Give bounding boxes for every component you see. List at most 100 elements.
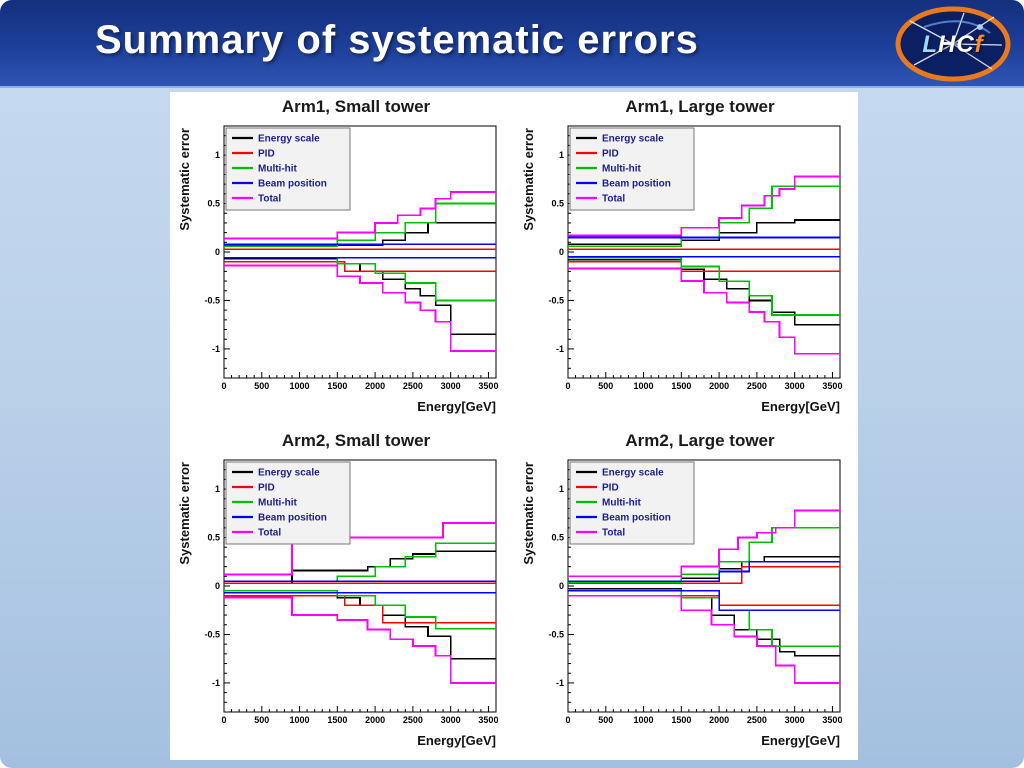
svg-text:2000: 2000: [709, 381, 729, 391]
svg-text:3000: 3000: [785, 381, 805, 391]
svg-text:2500: 2500: [403, 381, 423, 391]
svg-text:0: 0: [559, 247, 564, 257]
svg-text:0.5: 0.5: [551, 533, 564, 543]
chart-arm2-small-tower: Arm2, Small tower 0 500 1000 1500 2000 2500 30…: [170, 428, 514, 760]
svg-text:Energy[GeV]: Energy[GeV]: [417, 399, 496, 414]
svg-text:-1: -1: [556, 344, 564, 354]
svg-text:PID: PID: [602, 149, 619, 160]
svg-text:Total: Total: [602, 528, 625, 539]
svg-text:Energy[GeV]: Energy[GeV]: [761, 733, 840, 748]
svg-text:Systematic error: Systematic error: [521, 128, 536, 231]
svg-text:1000: 1000: [634, 381, 654, 391]
svg-text:3500: 3500: [478, 381, 498, 391]
svg-text:Beam position: Beam position: [258, 513, 327, 524]
svg-text:1000: 1000: [290, 715, 310, 725]
svg-text:2500: 2500: [747, 381, 767, 391]
svg-text:3000: 3000: [785, 715, 805, 725]
svg-text:0: 0: [221, 381, 226, 391]
svg-text:1: 1: [559, 150, 564, 160]
svg-text:1500: 1500: [671, 715, 691, 725]
svg-text:-0.5: -0.5: [548, 629, 564, 639]
svg-text:1: 1: [215, 484, 220, 494]
svg-text:-0.5: -0.5: [548, 295, 564, 305]
svg-text:Systematic error: Systematic error: [177, 462, 192, 565]
svg-text:3500: 3500: [478, 715, 498, 725]
svg-text:2000: 2000: [709, 715, 729, 725]
content-panel: Arm1, Small tower 0 500 1000 1500 2000 2500 30…: [170, 92, 858, 760]
svg-text:Energy scale: Energy scale: [258, 134, 320, 145]
svg-text:PID: PID: [258, 149, 275, 160]
svg-text:2000: 2000: [365, 381, 385, 391]
logo-swirl-icon: [923, 20, 991, 34]
svg-text:Energy scale: Energy scale: [602, 468, 664, 479]
svg-text:1000: 1000: [290, 381, 310, 391]
chart-arm1-large-tower: Arm1, Large tower 0 500 1000 1500 2000 2500 30…: [514, 94, 858, 426]
svg-text:3500: 3500: [822, 715, 842, 725]
svg-text:500: 500: [598, 381, 613, 391]
svg-text:1000: 1000: [634, 715, 654, 725]
svg-text:3500: 3500: [822, 381, 842, 391]
logo-text: LHCf: [922, 31, 984, 58]
svg-text:Systematic error: Systematic error: [521, 462, 536, 565]
svg-text:2500: 2500: [403, 715, 423, 725]
chart-canvas: 0 500 1000 1500 2000 2500 3000 3500 -1 -0.5 0 0.5 1 E…: [177, 459, 498, 748]
svg-text:0: 0: [565, 381, 570, 391]
svg-text:0: 0: [215, 247, 220, 257]
svg-text:0.5: 0.5: [551, 199, 564, 209]
svg-text:Energy scale: Energy scale: [602, 134, 664, 145]
chart-title: Arm2, Small tower: [281, 431, 431, 450]
svg-text:1500: 1500: [671, 381, 691, 391]
svg-text:Total: Total: [258, 194, 281, 205]
svg-text:3000: 3000: [441, 715, 461, 725]
svg-text:Beam position: Beam position: [258, 179, 327, 190]
svg-text:1500: 1500: [327, 381, 347, 391]
chart-canvas: 0 500 1000 1500 2000 2500 3000 3500 -1 -0.5 0 0.5 1 E…: [521, 459, 842, 748]
chart-canvas: 0 500 1000 1500 2000 2500 3000 3500 -1 -0.5 0 0.5 1 E…: [521, 125, 842, 414]
svg-text:Multi-hit: Multi-hit: [258, 498, 298, 509]
svg-text:Total: Total: [258, 528, 281, 539]
svg-text:1: 1: [559, 484, 564, 494]
svg-text:Energy scale: Energy scale: [258, 468, 320, 479]
chart-title: Arm2, Large tower: [625, 431, 775, 450]
svg-text:500: 500: [598, 715, 613, 725]
svg-text:-0.5: -0.5: [204, 629, 220, 639]
svg-text:2000: 2000: [365, 715, 385, 725]
svg-text:Energy[GeV]: Energy[GeV]: [417, 733, 496, 748]
svg-text:-1: -1: [556, 678, 564, 688]
svg-text:PID: PID: [258, 483, 275, 494]
svg-text:0.5: 0.5: [207, 199, 220, 209]
svg-text:-1: -1: [212, 678, 220, 688]
svg-text:Total: Total: [602, 194, 625, 205]
svg-text:2500: 2500: [747, 715, 767, 725]
svg-text:Energy[GeV]: Energy[GeV]: [761, 399, 840, 414]
svg-text:Systematic error: Systematic error: [177, 128, 192, 231]
lhcf-logo-graphic: [895, 6, 1011, 82]
svg-text:-0.5: -0.5: [204, 295, 220, 305]
svg-text:0: 0: [221, 715, 226, 725]
svg-text:-1: -1: [212, 344, 220, 354]
svg-text:Multi-hit: Multi-hit: [602, 164, 642, 175]
svg-text:0: 0: [559, 581, 564, 591]
svg-text:Beam position: Beam position: [602, 513, 671, 524]
chart-canvas: 0 500 1000 1500 2000 2500 3000 3500 -1 -0.5 0 0.5 1 E…: [177, 125, 498, 414]
header-band: Summary of systematic errors LHCf: [0, 0, 1024, 88]
svg-text:PID: PID: [602, 483, 619, 494]
chart-arm1-small-tower: Arm1, Small tower 0 500 1000 1500 2000 2500 30…: [170, 94, 514, 426]
svg-text:500: 500: [254, 381, 269, 391]
chart-title: Arm1, Small tower: [281, 97, 431, 116]
svg-text:1: 1: [215, 150, 220, 160]
chart-title: Arm1, Large tower: [625, 97, 775, 116]
svg-text:3000: 3000: [441, 381, 461, 391]
svg-text:Beam position: Beam position: [602, 179, 671, 190]
svg-text:500: 500: [254, 715, 269, 725]
svg-text:1500: 1500: [327, 715, 347, 725]
svg-text:Multi-hit: Multi-hit: [602, 498, 642, 509]
svg-text:0: 0: [215, 581, 220, 591]
svg-text:0.5: 0.5: [207, 533, 220, 543]
charts-grid: Arm1, Small tower 0 500 1000 1500 2000 2500 30…: [170, 92, 858, 760]
slide-title: Summary of systematic errors: [95, 18, 699, 62]
svg-text:Multi-hit: Multi-hit: [258, 164, 298, 175]
chart-arm2-large-tower: Arm2, Large tower 0 500 1000 1500 2000 2500 30…: [514, 428, 858, 760]
lhcf-logo: LHCf: [894, 5, 1012, 83]
